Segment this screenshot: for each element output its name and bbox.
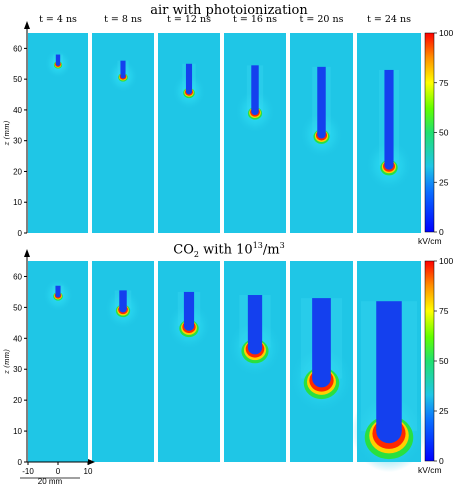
colorbar-tick-label: 100 (439, 256, 453, 266)
time-label: t = 16 ns (233, 14, 277, 25)
z-axis-label: z (mm) (3, 120, 11, 146)
streamer-channel (312, 298, 331, 379)
streamer-head (183, 321, 195, 331)
z-tick-label: 30 (13, 137, 22, 146)
streamer-channel (55, 285, 61, 296)
streamer-head (120, 73, 126, 79)
panel-top-2 (92, 33, 154, 233)
streamer-channel (120, 60, 126, 77)
z-tick-label: 60 (13, 44, 22, 53)
z-tick-label: 10 (13, 198, 22, 207)
streamer-head (55, 61, 61, 66)
time-label: t = 12 ns (167, 14, 211, 25)
panel-bottom-1 (28, 261, 88, 462)
panel-top-6 (357, 33, 421, 233)
streamer-channel (251, 65, 259, 112)
streamer-head (55, 292, 61, 298)
z-tick-label: 0 (18, 458, 23, 467)
x-tick-label: -10 (22, 467, 34, 476)
streamer-head (251, 107, 259, 115)
field-background (158, 261, 220, 462)
colorbar-tick-label: 100 (439, 28, 453, 38)
panel-top-5 (290, 33, 353, 233)
z-tick-label: 60 (13, 272, 22, 281)
panel-bottom-4 (224, 261, 286, 462)
x-tick-label: 0 (56, 467, 61, 476)
z-axis-label: z (mm) (3, 349, 11, 375)
streamer-head (384, 160, 394, 170)
streamer-channel (317, 66, 326, 135)
colorbar-gradient (424, 32, 435, 233)
streamer-channel (55, 54, 61, 64)
streamer-head (119, 305, 127, 313)
x-axis-arrow-icon (88, 459, 95, 465)
time-label: t = 8 ns (104, 14, 142, 25)
z-tick-label: 30 (13, 365, 22, 374)
panel-top-4 (224, 33, 286, 233)
panel-bottom-2 (92, 261, 154, 462)
streamer-channel (384, 69, 394, 166)
z-axis-arrow-icon (24, 249, 30, 257)
z-tick-label: 20 (13, 396, 22, 405)
streamer-head (312, 369, 331, 388)
streamer-head (247, 340, 263, 355)
top-section-title: air with photoionization (150, 3, 308, 18)
colorbar-tick-label: 50 (439, 128, 449, 138)
streamer-channel (119, 290, 127, 309)
panel-bottom-5 (289, 261, 354, 462)
colorbar-unit: kV/cm (418, 465, 442, 475)
panel-bottom-6 (351, 261, 427, 473)
z-tick-label: 40 (13, 334, 22, 343)
colorbar-tick-label: 25 (439, 177, 449, 187)
streamer-head (185, 88, 193, 95)
colorbar-gradient (424, 260, 435, 462)
field-background (158, 33, 220, 233)
z-tick-label: 50 (13, 75, 22, 84)
scale-bar-label: 20 mm (38, 477, 63, 485)
colorbar-tick-label: 0 (439, 227, 444, 237)
streamer-channel (185, 63, 193, 92)
time-label: t = 20 ns (300, 14, 344, 25)
colorbar-top: 100 75 50 25 0kV/cm (418, 28, 453, 246)
colorbar-bottom: 100 75 50 25 0kV/cm (418, 256, 453, 475)
z-axis-top: 0 10 20 30 40 50 60 z (mm) (3, 21, 30, 238)
time-label: t = 4 ns (39, 14, 77, 25)
streamer-channel (183, 291, 195, 326)
z-axis-bottom: 0 10 20 30 40 50 60 z (mm) (3, 249, 30, 467)
colorbar-tick-label: 75 (439, 78, 449, 88)
z-tick-label: 0 (18, 229, 23, 238)
z-axis-arrow-icon (24, 21, 30, 29)
streamer-channel (247, 295, 263, 348)
colorbar-tick-label: 25 (439, 406, 449, 416)
colorbar-tick-label: 75 (439, 306, 449, 316)
colorbar-tick-label: 50 (439, 356, 449, 366)
panel-top-3 (158, 33, 220, 233)
z-tick-label: 20 (13, 167, 22, 176)
x-tick-label: 10 (84, 467, 93, 476)
panel-top-1 (28, 33, 88, 233)
colorbar-tick-label: 0 (439, 456, 444, 466)
z-tick-label: 40 (13, 106, 22, 115)
time-label: t = 24 ns (367, 14, 411, 25)
streamer-head (376, 418, 402, 444)
z-tick-label: 10 (13, 427, 22, 436)
colorbar-unit: kV/cm (418, 236, 442, 246)
bottom-section-title: CO2 with 1013/m3 (173, 241, 285, 259)
streamer-head (317, 130, 326, 139)
z-tick-label: 50 (13, 303, 22, 312)
streamer-channel (376, 301, 402, 432)
panel-bottom-3 (158, 261, 220, 462)
